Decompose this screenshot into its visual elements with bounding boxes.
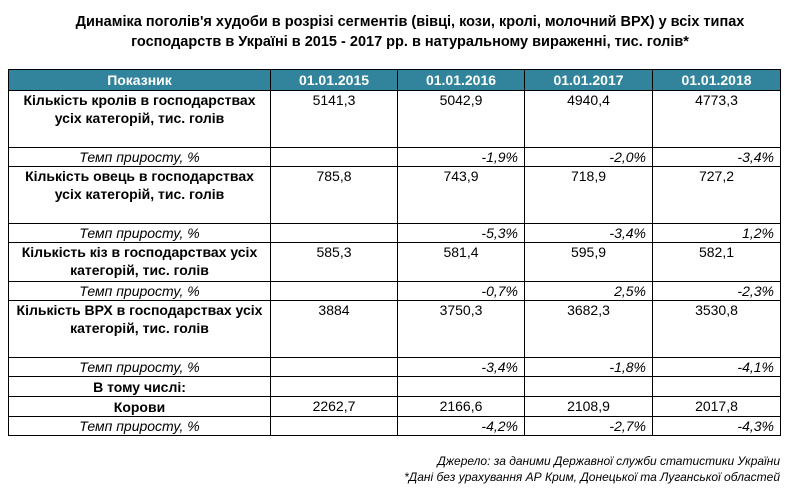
row-label-growth: Темп приросту, % <box>8 281 271 301</box>
growth-cell: -3,4% <box>397 357 525 377</box>
value-cell: 2262,7 <box>270 396 398 417</box>
table-row-cattle-growth: Темп приросту, % -3,4% -1,8% -4,1% <box>8 357 781 377</box>
empty-cell <box>524 376 653 397</box>
table-row-cows-growth: Темп приросту, % -4,2% -2,7% -4,3% <box>8 416 781 436</box>
value-cell: 5042,9 <box>397 90 525 148</box>
growth-cell: -4,2% <box>397 416 525 436</box>
value-cell: 595,9 <box>524 242 653 282</box>
empty-cell <box>652 376 781 397</box>
value-cell: 3884 <box>270 300 398 358</box>
growth-cell <box>270 223 398 243</box>
growth-cell: -1,8% <box>524 357 653 377</box>
value-cell: 4940,4 <box>524 90 653 148</box>
table-row-cattle: Кількість ВРХ в господарствах усіх катег… <box>8 300 781 358</box>
table-row-rabbits: Кількість кролів в господарствах усіх ка… <box>8 90 781 148</box>
header-2017: 01.01.2017 <box>524 69 653 91</box>
growth-cell <box>270 147 398 167</box>
growth-cell: -2,7% <box>524 416 653 436</box>
value-cell: 3682,3 <box>524 300 653 358</box>
growth-cell: 2,5% <box>524 281 653 301</box>
growth-cell: -5,3% <box>397 223 525 243</box>
growth-cell <box>270 357 398 377</box>
value-cell: 3750,3 <box>397 300 525 358</box>
value-cell: 3530,8 <box>652 300 781 358</box>
source-note: Джерело: за даними Державної служби стат… <box>437 454 780 468</box>
growth-cell <box>270 416 398 436</box>
value-cell: 785,8 <box>270 166 398 224</box>
row-label-including: В тому числі: <box>8 376 271 397</box>
header-2016: 01.01.2016 <box>397 69 525 91</box>
empty-cell <box>270 376 398 397</box>
value-cell: 2017,8 <box>652 396 781 417</box>
footnotes: Джерело: за даними Державної служби стат… <box>404 453 780 485</box>
livestock-table: Показник 01.01.2015 01.01.2016 01.01.201… <box>8 69 781 436</box>
value-cell: 582,1 <box>652 242 781 282</box>
table-row-sheep-growth: Темп приросту, % -5,3% -3,4% 1,2% <box>8 223 781 243</box>
row-label-growth: Темп приросту, % <box>8 223 271 243</box>
growth-cell: -2,0% <box>524 147 653 167</box>
row-label-cows: Корови <box>8 396 271 417</box>
growth-cell <box>270 281 398 301</box>
value-cell: 2166,6 <box>397 396 525 417</box>
header-2018: 01.01.2018 <box>652 69 781 91</box>
table-row-rabbits-growth: Темп приросту, % -1,9% -2,0% -3,4% <box>8 147 781 167</box>
growth-cell: -3,4% <box>524 223 653 243</box>
row-label-growth: Темп приросту, % <box>8 357 271 377</box>
row-label-growth: Темп приросту, % <box>8 147 271 167</box>
header-indicator: Показник <box>8 69 271 91</box>
value-cell: 2108,9 <box>524 396 653 417</box>
table-row-goats: Кількість кіз в господарствах усіх катег… <box>8 242 781 282</box>
table-row-goats-growth: Темп приросту, % -0,7% 2,5% -2,3% <box>8 281 781 301</box>
row-label-rabbits: Кількість кролів в господарствах усіх ка… <box>8 90 271 148</box>
row-label-sheep: Кількість овець в господарствах усіх кат… <box>8 166 271 224</box>
value-cell: 5141,3 <box>270 90 398 148</box>
growth-cell: -2,3% <box>652 281 781 301</box>
value-cell: 743,9 <box>397 166 525 224</box>
row-label-goats: Кількість кіз в господарствах усіх катег… <box>8 242 271 282</box>
value-cell: 585,3 <box>270 242 398 282</box>
value-cell: 4773,3 <box>652 90 781 148</box>
table-row-including: В тому числі: <box>8 376 781 397</box>
value-cell: 727,2 <box>652 166 781 224</box>
value-cell: 581,4 <box>397 242 525 282</box>
territory-note: *Дані без урахування АР Крим, Донецької … <box>404 470 780 484</box>
growth-cell: -0,7% <box>397 281 525 301</box>
row-label-cattle: Кількість ВРХ в господарствах усіх катег… <box>8 300 271 358</box>
growth-cell: -1,9% <box>397 147 525 167</box>
header-row: Показник 01.01.2015 01.01.2016 01.01.201… <box>8 69 781 91</box>
empty-cell <box>397 376 525 397</box>
growth-cell: -4,1% <box>652 357 781 377</box>
table-row-sheep: Кількість овець в господарствах усіх кат… <box>8 166 781 224</box>
header-2015: 01.01.2015 <box>270 69 398 91</box>
row-label-growth: Темп приросту, % <box>8 416 271 436</box>
table-row-cows: Корови 2262,7 2166,6 2108,9 2017,8 <box>8 396 781 417</box>
growth-cell: -4,3% <box>652 416 781 436</box>
value-cell: 718,9 <box>524 166 653 224</box>
growth-cell: 1,2% <box>652 223 781 243</box>
table-title: Динаміка поголів'я худоби в розрізі сегм… <box>75 14 745 50</box>
growth-cell: -3,4% <box>652 147 781 167</box>
